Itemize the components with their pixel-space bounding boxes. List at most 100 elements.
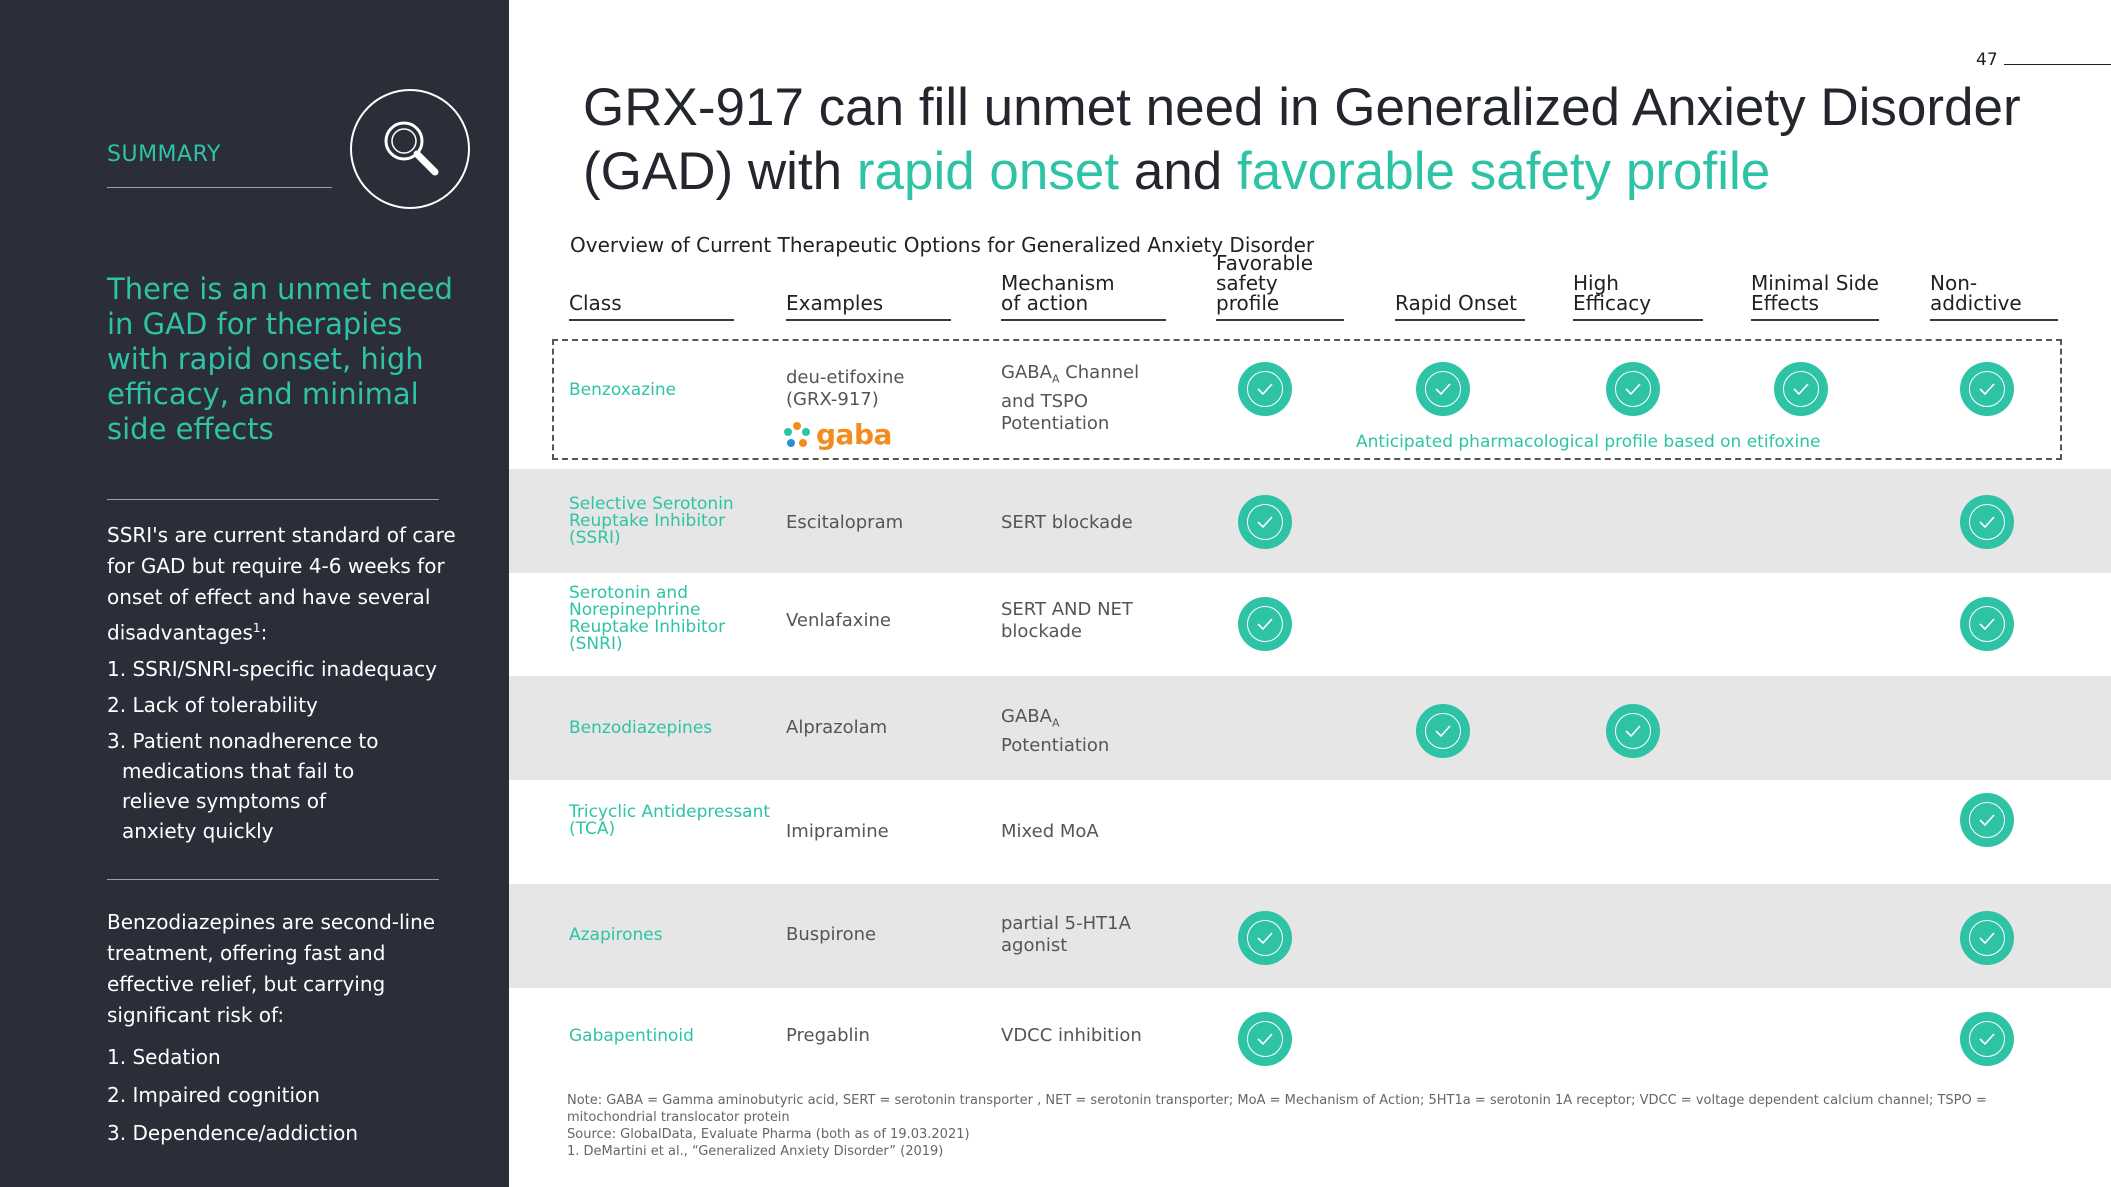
summary-sidebar: SUMMARY There is an unmet need in GAD fo… [0,0,509,1187]
row-class: Serotonin and Norepinephrine Reuptake In… [569,585,779,653]
check-icon [1238,495,1292,549]
row-example: Alprazolam [786,717,888,738]
class-line: (SSRI) [569,528,621,548]
row-shade [509,676,2111,780]
header-label: Non- [1930,271,1978,295]
row-class: Gabapentinoid [569,1026,694,1046]
gaba-logo-icon: gaba [782,418,892,451]
benzo-paragraph: Benzodiazepines are second-line treatmen… [107,910,436,1027]
mech-sub: A [1051,716,1060,730]
class-line: Norepinephrine [569,600,701,620]
check-icon [1238,1012,1292,1066]
divider [107,187,332,188]
class-line: Reuptake Inhibitor [569,617,726,637]
sidebar-headline: There is an unmet need in GAD for therap… [107,272,453,446]
header-label: Rapid Onset [1395,291,1518,315]
ssri-colon: : [260,620,268,645]
header-label: High Efficacy [1573,271,1652,315]
grx-917-highlight-box [552,339,2062,460]
header-label: Class [569,291,622,315]
check-icon [1774,362,1828,416]
mech-text: and TSPO [1001,390,1089,412]
check-icon [1960,597,2014,651]
check-icon [1238,911,1292,965]
row-class: Azapirones [569,925,663,945]
header-class: Class [569,283,734,321]
mech-text: GABA [1001,362,1052,383]
page-title: GRX-917 can fill unmet need in Generaliz… [583,76,2083,204]
row-mechanism: VDCC inhibition [1001,1025,1142,1046]
row-mechanism: SERT blockade [1001,512,1133,533]
list-item: 1. Sedation [107,1045,221,1069]
check-icon [1960,362,2014,416]
list-item: 2. Impaired cognition [107,1083,320,1107]
check-icon [1238,362,1292,416]
class-line: (TCA) [569,819,616,839]
mech-text: Channel [1059,362,1140,383]
row-mechanism: SERT AND NET blockade [1001,599,1133,643]
example-line: (GRX-917) [786,389,879,410]
list-item: 2. Lack of tolerability [107,693,318,717]
row-example: deu-etifoxine (GRX-917) [786,367,904,411]
divider [2004,64,2111,65]
summary-label: SUMMARY [107,142,221,167]
row-shade [509,884,2111,988]
ssri-text: SSRI's are current standard of care for … [107,523,456,645]
mech-text: agonist [1001,935,1068,956]
row-example: Venlafaxine [786,610,891,631]
benzo-list: 1. Sedation 2. Impaired cognition 3. Dep… [107,1042,447,1154]
class-line: Serotonin and [569,583,688,603]
mech-text: Potentiation [1001,412,1110,434]
check-icon [1238,597,1292,651]
header-minimal-side-effects: Minimal Side Effects [1751,270,1879,321]
row-mechanism: GABAA Potentiation [1001,706,1109,757]
divider [107,499,439,500]
header-rapid-onset: Rapid Onset [1395,283,1525,321]
header-label: addictive [1930,291,2022,315]
check-icon [1960,495,2014,549]
mech-text: GABA [1001,706,1052,727]
table-subtitle: Overview of Current Therapeutic Options … [570,233,1315,257]
check-icon [1416,362,1470,416]
mech-sub: A [1051,372,1060,386]
header-label: safety profile [1216,271,1280,315]
ssri-footnote: 1 [252,621,261,635]
row-class: Benzoxazine [569,380,677,400]
gaba-logo-text: gaba [816,418,892,451]
header-mechanism: Mechanism of action [1001,272,1166,321]
page-number: 47 [1976,50,1998,70]
example-line: deu-etifoxine [786,367,905,388]
reference-text: 1. DeMartini et al., “Generalized Anxiet… [567,1144,944,1159]
row-class: Benzodiazepines [569,718,713,738]
header-label: Mechanism [1001,271,1115,295]
list-item: 1. SSRI/SNRI-specific inadequacy [107,657,437,681]
title-highlight: favorable safety profile [1236,142,1771,201]
header-label: Favorable [1216,251,1314,275]
row-shade [509,469,2111,573]
header-high-efficacy: High Efficacy [1573,273,1703,321]
header-label: Minimal Side [1751,271,1879,295]
class-line: Selective Serotonin [569,494,734,514]
check-icon [1960,911,2014,965]
class-line: Reuptake Inhibitor [569,511,726,531]
check-icon [1960,793,2014,847]
row-example: Buspirone [786,924,877,945]
check-icon [1416,704,1470,758]
list-item: 3. Dependence/addiction [107,1121,359,1145]
check-icon [1960,1012,2014,1066]
header-safety: Favorable safety profile [1216,253,1344,321]
row-mechanism: Mixed MoA [1001,821,1099,842]
row-example: Imipramine [786,821,889,842]
mech-text: Potentiation [1001,734,1110,756]
divider [107,879,439,880]
header-label: Examples [786,291,884,315]
class-line: (SNRI) [569,634,623,654]
footnotes: Note: GABA = Gamma aminobutyric acid, SE… [567,1092,2017,1160]
check-icon [1606,704,1660,758]
row-mechanism: partial 5-HT1A agonist [1001,913,1131,957]
header-examples: Examples [786,283,951,321]
row-class: Tricyclic Antidepressant (TCA) [569,804,779,838]
title-text: and [1119,142,1237,201]
mech-text: SERT AND NET [1001,599,1133,620]
ssri-paragraph: SSRI's are current standard of care for … [107,520,457,649]
